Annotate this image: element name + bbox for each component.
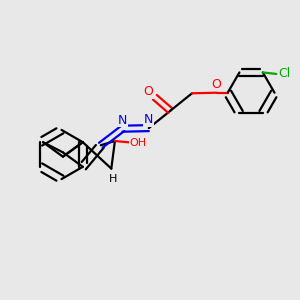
Text: N: N (144, 113, 154, 126)
Text: O: O (143, 85, 153, 98)
Text: OH: OH (129, 137, 147, 148)
Text: O: O (211, 78, 221, 91)
Text: N: N (118, 114, 127, 127)
Text: Cl: Cl (278, 68, 290, 80)
Text: H: H (109, 174, 117, 184)
